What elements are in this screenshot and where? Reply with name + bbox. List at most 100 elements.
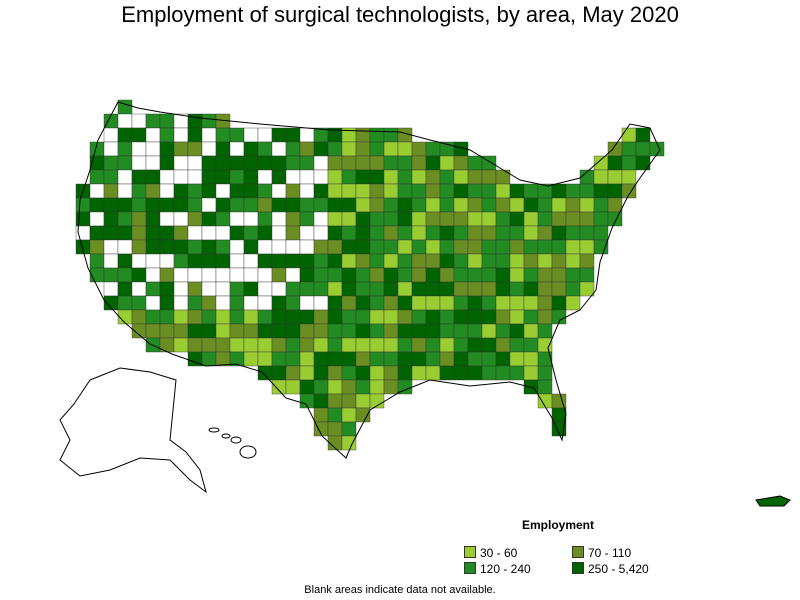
map-area [75, 239, 91, 255]
map-area [565, 253, 581, 269]
map-area [201, 295, 217, 311]
map-area [453, 155, 469, 171]
map-area [313, 365, 329, 381]
map-area [243, 295, 259, 311]
map-area [285, 365, 301, 381]
map-area [257, 309, 273, 325]
map-area [285, 295, 301, 311]
map-area [355, 281, 371, 297]
map-area [593, 183, 609, 199]
map-area [313, 225, 329, 241]
map-area [355, 169, 371, 185]
map-area [187, 183, 203, 199]
map-area [131, 211, 147, 227]
map-area [173, 253, 189, 269]
map-area [383, 323, 399, 339]
map-area [467, 197, 483, 213]
map-area [243, 323, 259, 339]
map-area [495, 365, 511, 381]
map-area [341, 169, 357, 185]
map-area [551, 267, 567, 283]
map-area [89, 225, 105, 241]
map-regions [75, 99, 665, 451]
map-area [103, 211, 119, 227]
map-area [579, 267, 595, 283]
map-area [383, 281, 399, 297]
map-area [383, 239, 399, 255]
map-area [383, 351, 399, 367]
map-area [159, 295, 175, 311]
map-area [621, 127, 637, 143]
map-area [509, 365, 525, 381]
map-area [327, 393, 343, 409]
map-area [229, 309, 245, 325]
map-area [159, 211, 175, 227]
map-area [285, 239, 301, 255]
map-area [411, 323, 427, 339]
map-area [257, 127, 273, 143]
map-area [481, 169, 497, 185]
map-area [355, 197, 371, 213]
map-area [355, 141, 371, 157]
map-area [397, 365, 413, 381]
map-area [537, 253, 553, 269]
map-area [89, 197, 105, 213]
map-area [453, 267, 469, 283]
map-area [551, 239, 567, 255]
map-area [481, 225, 497, 241]
map-area [271, 127, 287, 143]
puerto-rico [755, 495, 791, 507]
map-area [271, 309, 287, 325]
map-area [243, 169, 259, 185]
hawaii-islands [208, 427, 257, 459]
map-area [89, 253, 105, 269]
map-area [257, 365, 273, 381]
map-area [355, 407, 371, 423]
map-area [145, 267, 161, 283]
map-area [89, 211, 105, 227]
map-area [369, 253, 385, 269]
map-area [187, 155, 203, 171]
map-area [201, 351, 217, 367]
map-area [103, 141, 119, 157]
map-area [257, 323, 273, 339]
map-area [481, 351, 497, 367]
map-area [159, 323, 175, 339]
map-area [439, 351, 455, 367]
map-area [509, 295, 525, 311]
map-area [341, 183, 357, 199]
map-area [103, 127, 119, 143]
map-area [271, 323, 287, 339]
map-area [341, 155, 357, 171]
map-area [439, 323, 455, 339]
map-area [383, 253, 399, 269]
legend-swatch [572, 562, 584, 574]
map-area [537, 337, 553, 353]
map-area [215, 239, 231, 255]
map-area [551, 183, 567, 199]
map-area [327, 169, 343, 185]
map-area [243, 211, 259, 227]
map-area [201, 127, 217, 143]
map-area [257, 211, 273, 227]
map-area [411, 239, 427, 255]
map-area [173, 267, 189, 283]
map-area [467, 365, 483, 381]
map-area [481, 365, 497, 381]
map-area [355, 127, 371, 143]
map-area [383, 197, 399, 213]
map-area [285, 281, 301, 297]
map-area [243, 239, 259, 255]
map-area [159, 155, 175, 171]
map-area [145, 127, 161, 143]
map-area [187, 211, 203, 227]
map-area [383, 295, 399, 311]
map-area [439, 169, 455, 185]
map-area [425, 323, 441, 339]
map-area [257, 337, 273, 353]
map-area [467, 309, 483, 325]
map-area [551, 253, 567, 269]
map-area [327, 183, 343, 199]
map-area [215, 141, 231, 157]
map-area [131, 155, 147, 171]
